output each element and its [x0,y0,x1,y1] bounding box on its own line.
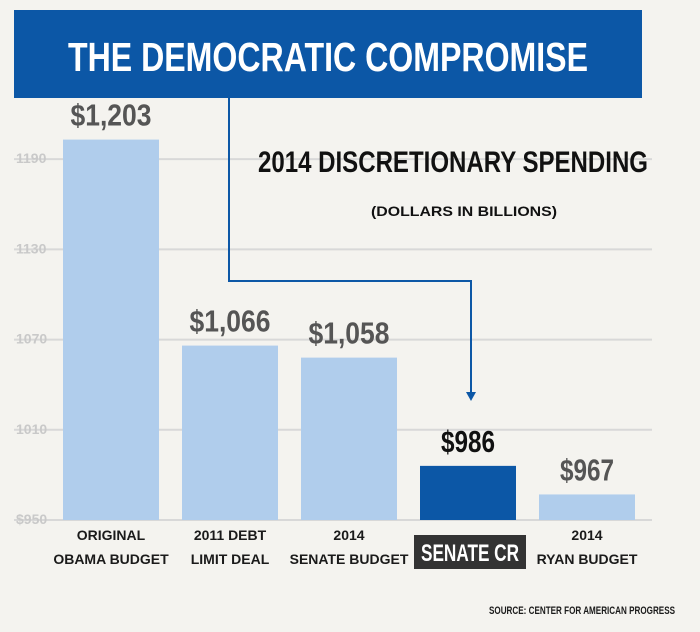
y-tick-label: 1130 [16,240,47,256]
bar [420,465,516,520]
category-label: 2011 DEBT LIMIT DEAL [191,527,270,567]
title-banner: THE DEMOCRATIC COMPROMISE [14,10,642,98]
value-label: $986 [441,424,495,459]
banner-title: THE DEMOCRATIC COMPROMISE [68,34,588,80]
value-labels: $1,203 $1,066 $1,058 $986 $967 [71,98,615,488]
value-label: $1,066 [190,304,271,339]
bar [63,139,159,520]
category-label: ORIGINAL OBAMA BUDGET [53,527,169,567]
connector-arrow [228,96,476,401]
bars [63,139,635,520]
y-tick-label: 1070 [16,331,47,347]
y-tick-label: $950 [16,511,47,527]
category-label: 2014 RYAN BUDGET [537,527,638,567]
category-label: 2014 SENATE BUDGET [290,527,409,567]
chart-subtitle: (DOLLARS IN BILLIONS) [371,203,557,219]
bar [539,494,635,520]
highlight-label-box [414,535,526,569]
y-tick-label: 1010 [16,421,47,437]
value-label: $1,058 [309,316,390,351]
value-label: $967 [560,452,614,487]
category-label: SENATE CR [421,540,519,567]
bar [301,357,397,520]
value-label: $1,203 [71,98,152,133]
category-labels: ORIGINAL OBAMA BUDGET 2011 DEBT LIMIT DEAL 2… [53,527,638,569]
y-axis-ticks: $950 1010 1070 1130 1190 [16,150,47,527]
chart-title: 2014 DISCRETIONARY SPENDING [258,146,648,179]
bar [182,345,278,520]
y-tick-label: 1190 [16,150,47,166]
source-note: SOURCE: CENTER FOR AMERICAN PROGRESS [489,605,675,617]
